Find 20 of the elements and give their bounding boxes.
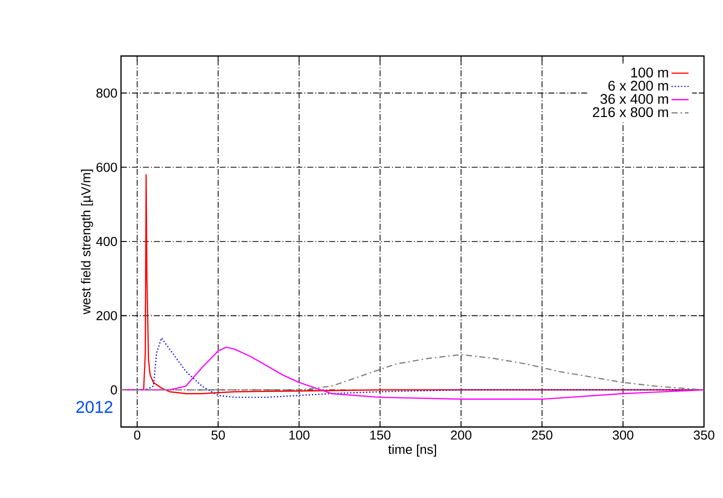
y-tick-label: 800 xyxy=(96,88,117,98)
x-tick-label: 350 xyxy=(694,430,714,440)
x-tick-label: 0 xyxy=(134,430,140,440)
y-tick-label: 0 xyxy=(110,385,117,394)
legend-label: 36 x 400 m xyxy=(600,94,668,104)
y-tick-label: 600 xyxy=(96,162,117,172)
text: 2012 xyxy=(76,400,112,413)
legend-label: 6 x 200 m xyxy=(608,80,668,91)
x-tick-label: 150 xyxy=(370,430,390,440)
x-tick-label: 300 xyxy=(612,430,634,440)
y-tick-label: 400 xyxy=(96,236,117,246)
x-tick-label: 200 xyxy=(450,430,472,440)
x-axis-title: time [ns] xyxy=(388,444,436,457)
legend-label: 100 m xyxy=(631,68,668,78)
x-tick-label: 250 xyxy=(532,430,552,440)
y-axis-title: west field strength [µV/m] xyxy=(80,170,94,314)
x-tick-label: 50 xyxy=(211,430,225,440)
legend-label: 216 x 800 m xyxy=(592,107,668,118)
x-tick-label: 100 xyxy=(289,430,310,440)
y-tick-label: 200 xyxy=(96,311,117,320)
